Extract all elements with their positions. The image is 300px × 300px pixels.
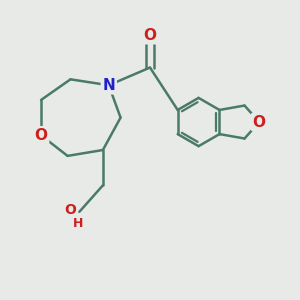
Text: O: O [253,115,266,130]
Text: N: N [102,78,115,93]
Text: H: H [73,217,83,230]
Text: O: O [34,128,48,143]
Text: O: O [143,28,157,43]
Text: O: O [64,203,76,218]
